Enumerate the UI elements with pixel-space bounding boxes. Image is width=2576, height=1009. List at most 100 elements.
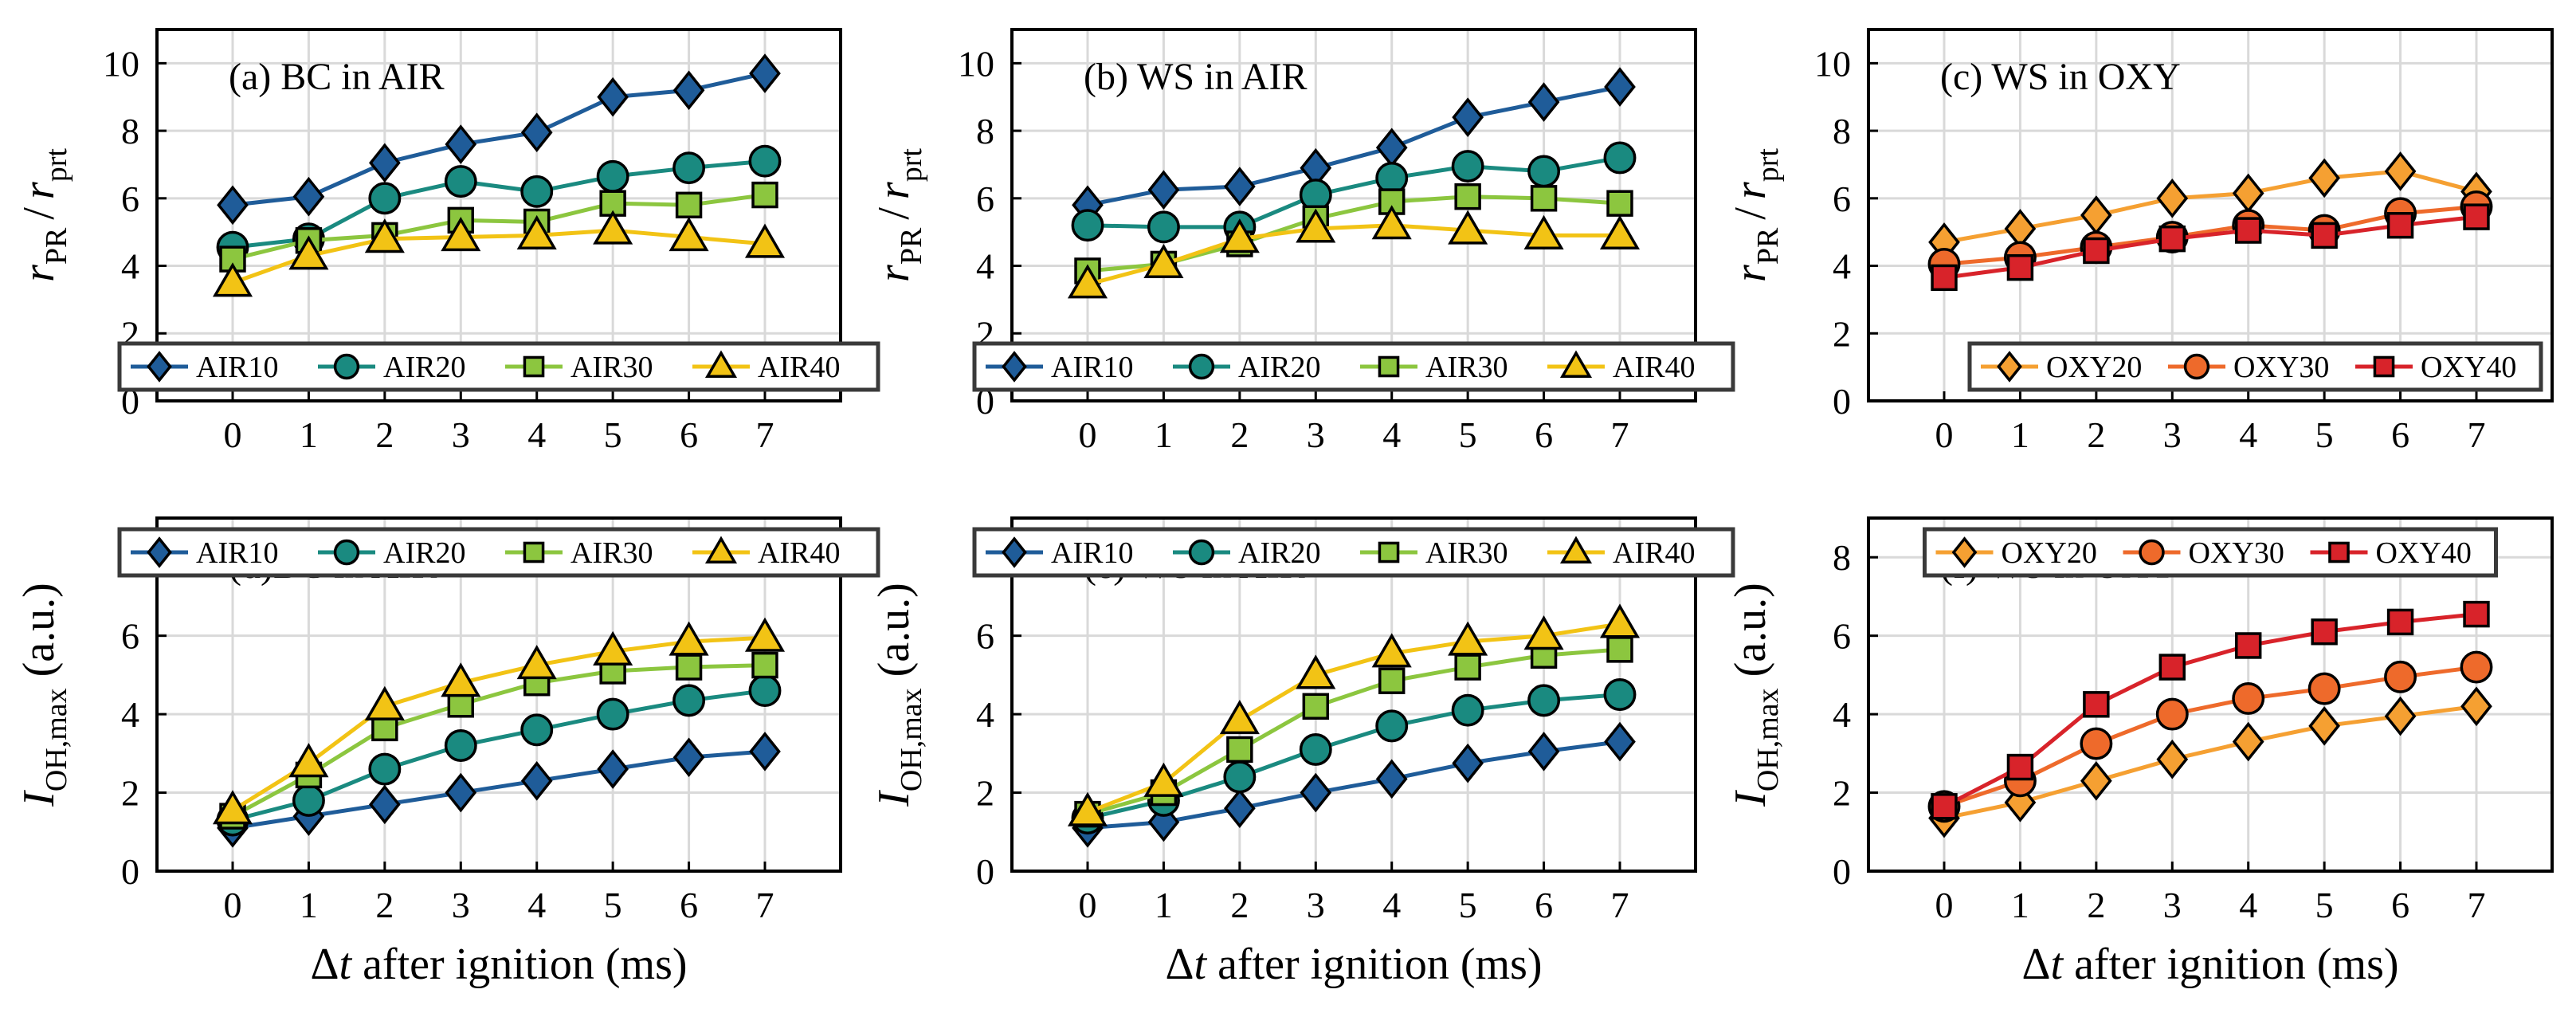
data-point — [1530, 185, 1558, 212]
series-AIR40 — [212, 210, 786, 297]
y-label-main: r — [1726, 265, 1775, 282]
legend: AIR10 AIR20 AIR30 AIR40 — [972, 341, 1735, 392]
x-label-var: t — [2051, 940, 2064, 989]
series-AIR40 — [1067, 603, 1641, 826]
data-point — [1067, 264, 1108, 299]
y-label-unit: (a.u.) — [1726, 583, 1775, 688]
data-point — [749, 732, 781, 771]
data-point — [1599, 603, 1641, 638]
legend-item-AIR30: AIR30 — [1360, 351, 1508, 384]
legend-label: AIR40 — [1613, 351, 1695, 384]
x-label-delta: Δ — [1165, 940, 1194, 989]
legend-marker — [1002, 536, 1027, 568]
legend-label: AIR30 — [1425, 351, 1508, 384]
legend-marker — [1951, 536, 1978, 568]
legend: OXY20 OXY30 OXY40 — [1923, 527, 2498, 578]
x-tick-label: 6 — [1535, 885, 1553, 925]
legend-label: AIR10 — [1051, 351, 1133, 384]
x-tick-label: 0 — [224, 414, 242, 455]
y-tick-label: 2 — [976, 773, 994, 814]
legend-item-OXY40: OXY40 — [2355, 351, 2516, 384]
axes-frame — [1867, 516, 2554, 873]
data-point — [1224, 788, 1256, 829]
data-point — [748, 674, 782, 708]
y-tick-label: 0 — [1833, 381, 1851, 422]
data-point — [369, 784, 401, 825]
legend-item-AIR30: AIR30 — [1360, 536, 1508, 570]
legend-marker — [523, 541, 545, 563]
legend-box — [972, 527, 1735, 578]
data-point — [368, 752, 402, 786]
legend-label: AIR10 — [196, 536, 278, 570]
data-point — [1527, 684, 1561, 717]
x-label-delta: Δ — [2021, 940, 2050, 989]
data-point — [1143, 243, 1184, 279]
y-tick-label: 10 — [1814, 43, 1851, 84]
data-point — [1523, 615, 1564, 650]
legend-item-OXY20: OXY20 — [1981, 351, 2142, 384]
data-point — [1931, 793, 1958, 820]
y-axis-label: IOH,max (a.u.) — [14, 583, 73, 807]
data-point — [1375, 709, 1409, 743]
data-point — [516, 214, 557, 250]
legend-label: AIR20 — [1238, 351, 1320, 384]
data-point — [748, 144, 782, 178]
data-point — [2386, 608, 2414, 636]
data-point — [292, 176, 325, 217]
x-tick-label: 1 — [2011, 885, 2029, 925]
y-label-main2: r — [1726, 182, 1775, 199]
legend-item-AIR20: AIR20 — [1173, 351, 1320, 384]
plot-area — [157, 29, 841, 401]
data-point — [2158, 654, 2186, 681]
y-tick-label: 4 — [976, 694, 994, 735]
axes-frame — [1010, 28, 1697, 402]
legend-label: AIR40 — [758, 351, 840, 384]
y-tick-label: 4 — [976, 246, 994, 287]
data-point — [2080, 760, 2112, 801]
x-axis-label: Δt after ignition (ms) — [2021, 940, 2398, 989]
y-tick-label: 2 — [121, 773, 139, 814]
x-tick-label: 1 — [1155, 885, 1173, 925]
x-tick-label: 7 — [756, 414, 774, 455]
data-point — [1224, 167, 1256, 206]
data-point — [2083, 237, 2110, 265]
legend-label: OXY30 — [2233, 351, 2329, 384]
y-tick-label: 0 — [976, 851, 994, 892]
data-point — [1299, 732, 1332, 766]
data-point — [441, 217, 481, 252]
x-tick-label: 4 — [2239, 885, 2257, 925]
y-tick-label: 0 — [121, 851, 139, 892]
data-point — [364, 218, 405, 253]
legend-label: OXY30 — [2189, 536, 2284, 570]
data-point — [2463, 600, 2490, 628]
data-point — [2384, 151, 2417, 191]
data-point — [445, 124, 477, 164]
x-axis-label: Δt after ignition (ms) — [1165, 940, 1542, 989]
y-label-main: I — [1726, 790, 1775, 807]
data-point — [2460, 650, 2493, 684]
y-tick-label: 6 — [121, 179, 139, 219]
legend-box — [117, 341, 880, 392]
legend-item-AIR20: AIR20 — [318, 536, 465, 570]
legend-marker — [2373, 355, 2395, 378]
legend-label: OXY20 — [2046, 351, 2142, 384]
x-tick-label: 3 — [1307, 885, 1325, 925]
legend-label: AIR30 — [570, 536, 653, 570]
data-point — [2156, 179, 2189, 218]
legend-item-AIR10: AIR10 — [131, 536, 278, 570]
y-tick-label: 0 — [1833, 851, 1851, 892]
y-label-sep: / — [14, 207, 64, 220]
y-label-unit: (a.u.) — [869, 583, 919, 688]
data-point — [2006, 753, 2034, 781]
x-tick-label: 0 — [1079, 414, 1097, 455]
y-tick-label: 6 — [1833, 179, 1851, 219]
data-point — [1147, 210, 1180, 244]
data-point — [2308, 706, 2340, 746]
y-label-sub: OH,max — [895, 688, 928, 791]
y-tick-label: 6 — [121, 616, 139, 657]
